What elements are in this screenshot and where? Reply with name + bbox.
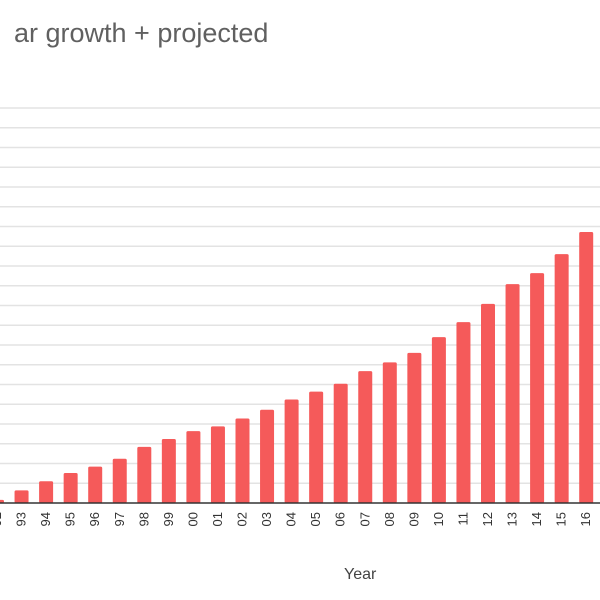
x-tick-label-14: 14 [529, 512, 544, 526]
x-tick-label-04: 04 [284, 512, 299, 526]
bar-92 [0, 499, 4, 503]
bar-06 [333, 383, 348, 503]
x-tick-label-15: 15 [554, 512, 569, 526]
x-tick-label-11: 11 [455, 512, 470, 526]
bars [0, 232, 594, 503]
bar-94 [39, 481, 54, 503]
x-tick-label-94: 94 [38, 512, 53, 526]
bar-93 [14, 490, 29, 503]
x-tick-label-12: 12 [480, 512, 495, 526]
bar-09 [407, 352, 422, 503]
bar-11 [456, 322, 471, 503]
x-tick-label-01: 01 [210, 512, 225, 526]
x-tick-label-93: 93 [14, 512, 29, 526]
bar-10 [431, 337, 446, 503]
x-tick-label-99: 99 [161, 512, 176, 526]
x-tick-label-06: 06 [333, 512, 348, 526]
bar-96 [88, 466, 103, 503]
bar-02 [235, 418, 250, 503]
x-tick-label-09: 09 [406, 512, 421, 526]
x-tick-label-02: 02 [235, 512, 250, 526]
bar-14 [530, 273, 545, 503]
x-tick-label-08: 08 [382, 512, 397, 526]
x-tick-label-10: 10 [431, 512, 446, 526]
x-tick-label-13: 13 [505, 512, 520, 526]
x-tick-label-98: 98 [136, 512, 151, 526]
x-tick-label-95: 95 [63, 512, 78, 526]
bar-03 [260, 409, 275, 503]
x-tick-label-16: 16 [578, 512, 593, 526]
bar-15 [554, 254, 569, 503]
bar-00 [186, 431, 201, 503]
x-tick-label-07: 07 [357, 512, 372, 526]
x-tick-labels: 92 93 94 95 96 97 98 99 00 01 02 03 04 05 06 07 08 09 10 11… [0, 512, 593, 526]
bar-12 [481, 303, 495, 503]
bar-05 [309, 391, 324, 503]
bar-07 [358, 371, 373, 503]
chart-title: ar growth + projected [14, 18, 269, 48]
bar-16 [579, 232, 594, 503]
gridlines [0, 107, 600, 484]
bar-95 [63, 472, 78, 503]
x-tick-label-92: 92 [0, 512, 4, 526]
x-tick-label-05: 05 [308, 512, 323, 526]
x-tick-label-96: 96 [87, 512, 102, 526]
bar-01 [210, 426, 225, 503]
bar-97 [112, 458, 127, 503]
bar-08 [382, 362, 397, 503]
x-axis-title: Year [344, 566, 377, 583]
x-tick-label-03: 03 [259, 512, 274, 526]
bar-04 [284, 399, 299, 503]
bar-98 [137, 446, 152, 503]
x-tick-label-97: 97 [112, 512, 127, 526]
bar-99 [161, 439, 176, 503]
bar-13 [505, 284, 520, 503]
x-tick-label-00: 00 [185, 512, 200, 526]
